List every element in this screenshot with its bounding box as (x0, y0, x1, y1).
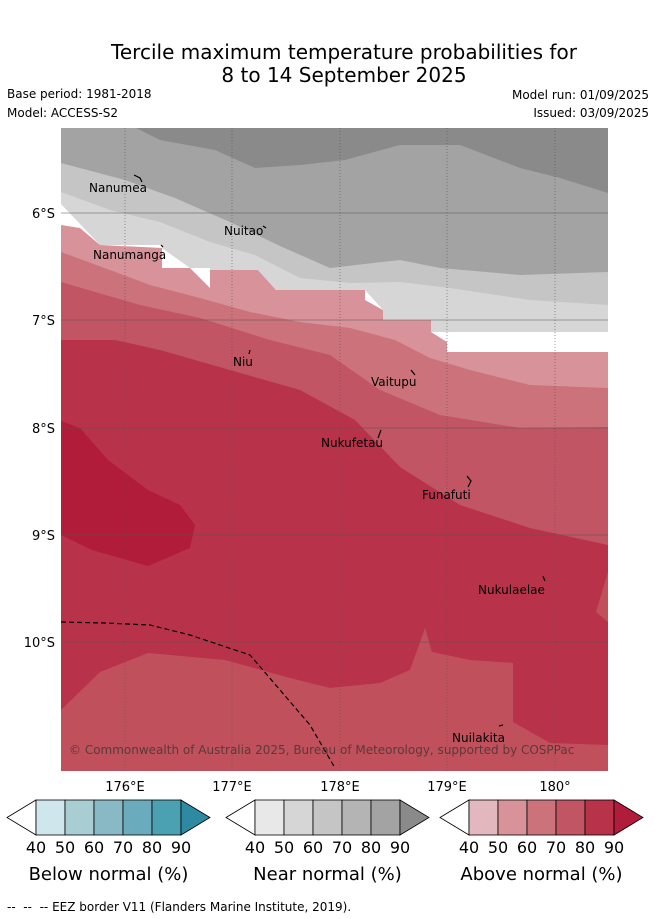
lon-label-176e: 176°E (105, 780, 145, 795)
below-normal-tick-60: 60 (84, 838, 104, 857)
below-normal-high-extend (180, 799, 211, 836)
below-normal-colorbar-title: Below normal (%) (29, 864, 189, 885)
place-label-vaitupu: Vaitupu (371, 375, 417, 389)
below-normal-swatch-40 (35, 799, 66, 836)
above-normal-tick-90: 90 (604, 838, 624, 857)
below-normal-swatch-70 (122, 799, 153, 836)
near-normal-70-region (61, 128, 608, 275)
above-normal-low-extend (439, 799, 470, 836)
near-normal-tick-70: 70 (332, 838, 352, 857)
above-normal-tick-60: 60 (517, 838, 537, 857)
base-period: Base period: 1981-2018 (7, 87, 152, 101)
near-normal-80-region (136, 128, 608, 193)
lon-label-177e: 177°E (212, 780, 252, 795)
near-normal-swatch-60 (312, 799, 343, 836)
near-normal-tick-50: 50 (274, 838, 294, 857)
island-shapes (133, 174, 546, 727)
lat-label-6s: 6°S (32, 207, 55, 222)
place-label-nukufetau: Nukufetau (321, 436, 383, 450)
copyright-notice: © Commonwealth of Australia 2025, Bureau… (69, 743, 574, 757)
above-normal-tick-40: 40 (459, 838, 479, 857)
near-normal-tick-60: 60 (303, 838, 323, 857)
title-line-1: Tercile maximum temperature probabilitie… (111, 40, 577, 64)
above-normal-colorbar-title: Above normal (%) (460, 864, 622, 885)
above-normal-tick-70: 70 (546, 838, 566, 857)
colorbar-legends: 40 50 60 70 80 90 Below normal (%) 40 50 60 70 80 90… (6, 799, 644, 885)
above-normal-swatch-60 (526, 799, 557, 836)
above-normal-90-region (61, 421, 195, 566)
above-normal-70-edge-region (596, 572, 608, 622)
near-normal-swatch-50 (283, 799, 314, 836)
eez-border-note: EEZ border V11 (Flanders Marine Institut… (52, 900, 352, 914)
lat-label-9s: 9°S (32, 529, 55, 544)
below-normal-tick-40: 40 (26, 838, 46, 857)
below-normal-swatch-60 (93, 799, 124, 836)
eez-border-line (60, 621, 336, 769)
below-normal-tick-70: 70 (113, 838, 133, 857)
above-normal-colorbar: 40 50 60 70 80 90 Above normal (%) (439, 799, 644, 885)
map-title: Tercile maximum temperature probabilitie… (0, 41, 655, 87)
above-normal-swatch-40 (468, 799, 499, 836)
latitude-ticks: 6°S 7°S 8°S 9°S 10°S (24, 207, 55, 651)
graticule (61, 128, 608, 771)
model-name: Model: ACCESS-S2 (7, 106, 119, 120)
above-normal-swatch-80 (584, 799, 615, 836)
place-label-nanumea: Nanumea (89, 181, 147, 195)
place-label-niu: Niu (233, 355, 253, 369)
near-normal-swatch-80 (370, 799, 401, 836)
near-normal-tick-40: 40 (245, 838, 265, 857)
above-normal-tick-50: 50 (488, 838, 508, 857)
below-normal-swatch-80 (151, 799, 182, 836)
below-normal-low-extend (6, 799, 37, 836)
above-normal-high-extend (613, 799, 644, 836)
lon-label-179e: 179°E (427, 780, 467, 795)
near-normal-swatch-70 (341, 799, 372, 836)
title-line-2: 8 to 14 September 2025 (221, 63, 467, 87)
above-normal-70-lower-region (61, 628, 608, 771)
lon-label-180: 180° (539, 780, 570, 795)
eez-border-legend: -- -- -- EEZ border V11 (Flanders Marine… (7, 900, 351, 914)
near-normal-tick-90: 90 (390, 838, 410, 857)
lat-label-10s: 10°S (24, 636, 55, 651)
below-normal-tick-80: 80 (142, 838, 162, 857)
place-label-nanumanga: Nanumanga (93, 248, 166, 262)
below-normal-swatch-50 (64, 799, 95, 836)
dashed-line-icon: -- -- -- (7, 900, 53, 914)
below-normal-colorbar: 40 50 60 70 80 90 Below normal (%) (6, 799, 211, 885)
above-normal-swatch-50 (497, 799, 528, 836)
issued-date: Issued: 03/09/2025 (533, 106, 649, 120)
model-run: Model run: 01/09/2025 (511, 88, 649, 102)
lat-label-7s: 7°S (32, 314, 55, 329)
lat-label-8s: 8°S (32, 422, 55, 437)
near-normal-high-extend (399, 799, 430, 836)
probability-shading (61, 128, 608, 771)
near-normal-swatch-40 (254, 799, 285, 836)
longitude-ticks: 176°E 177°E 178°E 179°E 180° (105, 780, 570, 795)
near-normal-tick-80: 80 (361, 838, 381, 857)
below-normal-tick-50: 50 (55, 838, 75, 857)
place-label-funafuti: Funafuti (422, 488, 471, 502)
below-normal-tick-90: 90 (171, 838, 191, 857)
place-label-nuitao: Nuitao (224, 224, 263, 238)
place-label-nukulaelae: Nukulaelae (478, 583, 545, 597)
near-normal-colorbar-title: Near normal (%) (253, 864, 402, 885)
lon-label-178e: 178°E (320, 780, 360, 795)
near-normal-colorbar: 40 50 60 70 80 90 Near normal (%) (225, 799, 430, 885)
island-labels: Nanumea Nuitao Nanumanga Niu Vaitupu Nuk… (89, 181, 545, 745)
above-normal-swatch-70 (555, 799, 586, 836)
above-normal-tick-80: 80 (575, 838, 595, 857)
near-normal-low-extend (225, 799, 256, 836)
place-label-nuilakita: Nuilakita (452, 731, 505, 745)
